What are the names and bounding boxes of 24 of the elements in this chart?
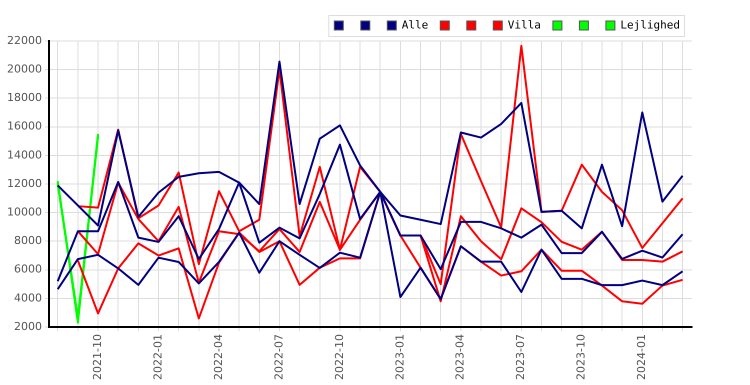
y-tick-label: 20000 [6,62,42,76]
y-tick-label: 8000 [14,234,42,248]
x-tick-label: 2022-04 [212,334,225,380]
y-tick-label: 18000 [6,91,42,104]
y-tick-label: 12000 [6,176,42,190]
y-tick-label: 2000 [14,320,42,333]
x-tick-label: 2022-10 [332,334,346,380]
legend-label: Alle [402,18,428,32]
y-tick-label: 10000 [6,205,42,218]
y-tick-label: 14000 [6,148,42,162]
x-tick-label: 2022-01 [151,334,164,380]
y-tick-label: 16000 [6,120,42,133]
x-tick-label: 2023-04 [454,334,467,380]
y-tick-label: 4000 [14,291,42,304]
x-tick-label: 2024-01 [635,334,648,380]
y-tick-label: 22000 [6,34,42,47]
y-tick-label: 6000 [14,262,42,276]
x-tick-label: 2023-07 [514,334,528,380]
legend-label: Villa [508,18,541,32]
x-tick-label: 2021-10 [90,334,104,380]
x-tick-label: 2022-07 [272,334,286,380]
x-tick-label: 2023-01 [393,334,406,380]
x-tick-label: 2023-10 [574,334,588,380]
legend-label: Lejlighed [620,18,680,32]
